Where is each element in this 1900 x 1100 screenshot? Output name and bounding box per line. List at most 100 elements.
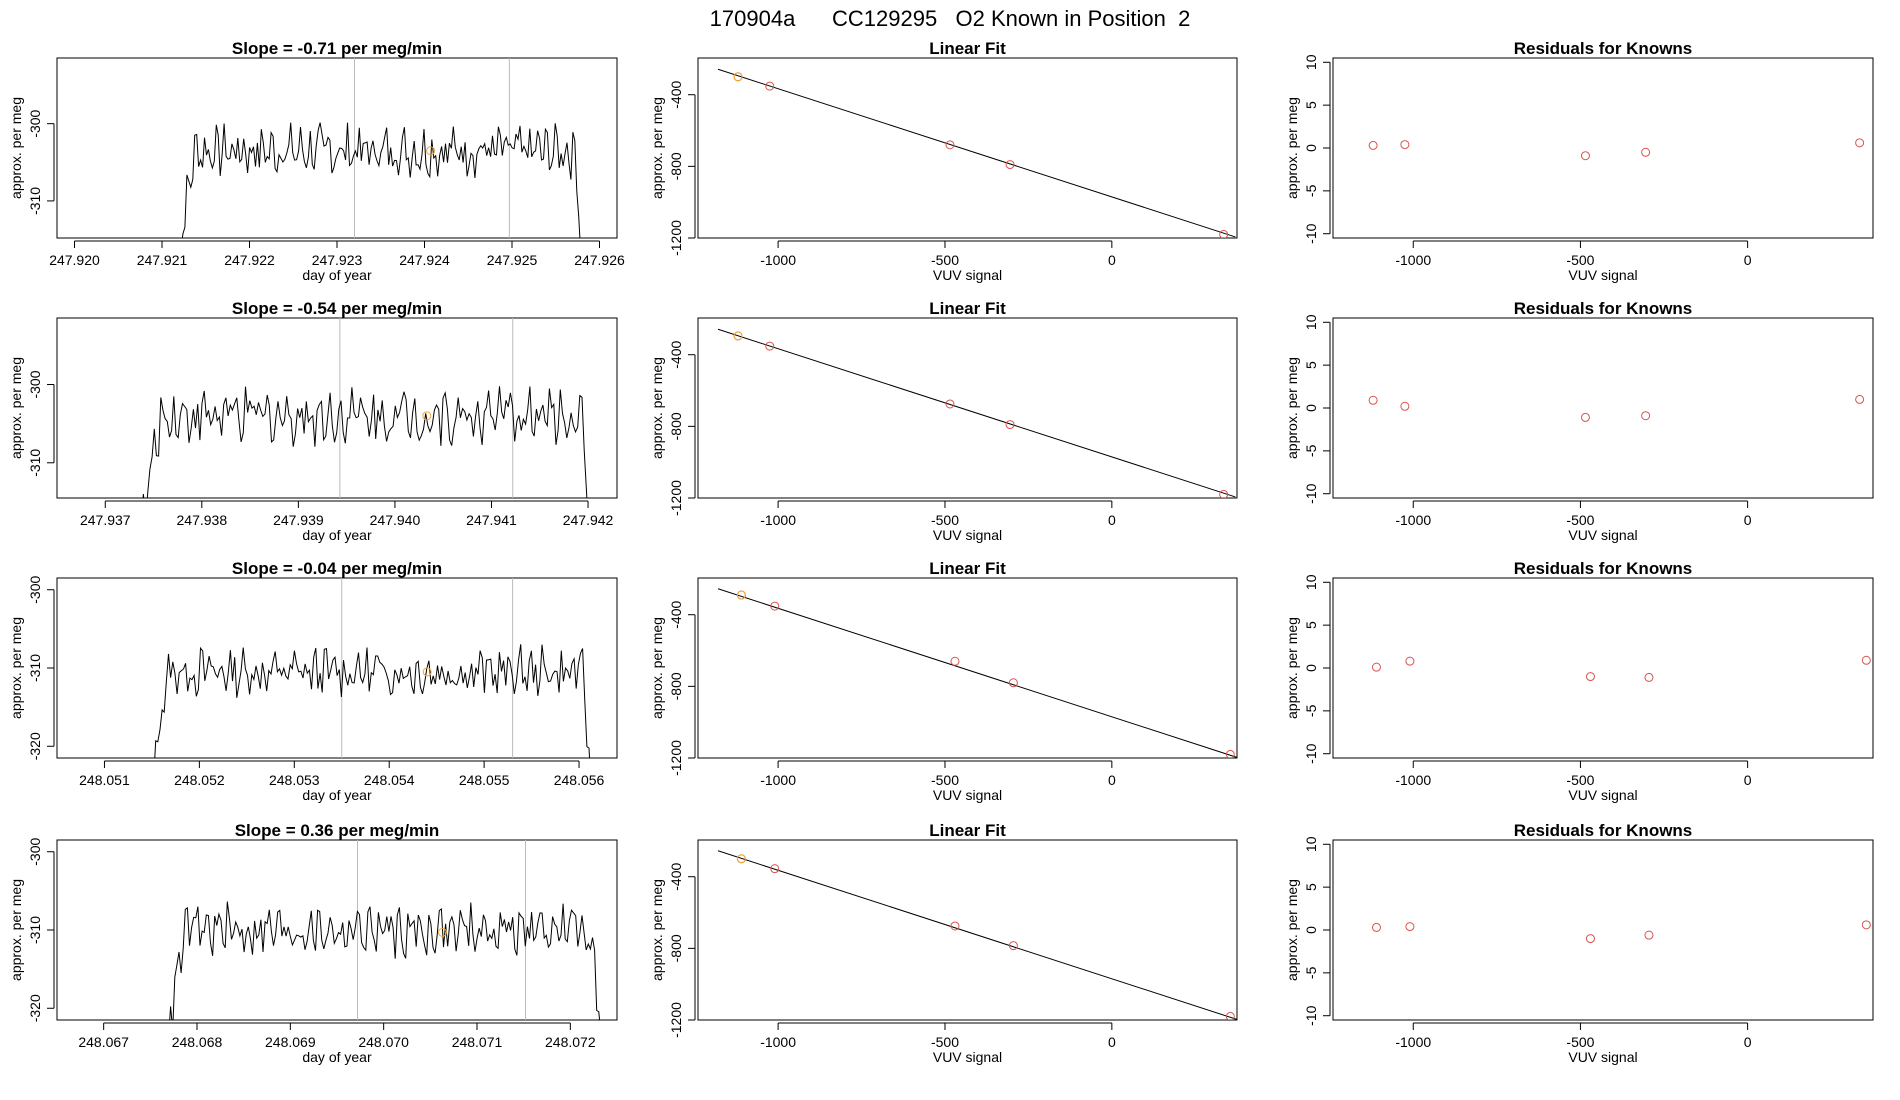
panel-4-1: Slope = 0.36 per meg/min 248.067 248.068 24… xyxy=(8,821,618,1065)
panel-title: Slope = -0.04 per meg/min xyxy=(232,559,442,578)
x-tick-label: 248.072 xyxy=(545,1034,596,1050)
data-point xyxy=(1580,412,1590,422)
data-point xyxy=(950,656,960,666)
plot-frame xyxy=(56,577,618,759)
plot-frame xyxy=(697,317,1238,499)
x-tick-label: 248.054 xyxy=(364,772,415,788)
x-tick-label: -500 xyxy=(1566,512,1594,528)
y-tick-label: 5 xyxy=(1303,621,1319,629)
y-axis-label: approx. per meg xyxy=(1284,617,1300,719)
y-tick-label: -320 xyxy=(27,732,43,760)
panel-2-1: Slope = -0.54 per meg/min 247.937 247.938 2… xyxy=(8,299,618,543)
y-tick-label: 0 xyxy=(1303,144,1319,152)
y-tick-label: -5 xyxy=(1303,704,1319,717)
plot-area xyxy=(717,588,1237,758)
y-tick-label: 0 xyxy=(1303,404,1319,412)
y-axis-label: approx. per meg xyxy=(8,879,24,981)
y-axis-label: approx. per meg xyxy=(8,97,24,199)
data-point xyxy=(945,140,955,150)
data-point xyxy=(1368,395,1378,405)
x-tick-label: 247.942 xyxy=(563,512,614,528)
panel-3-3: Residuals for Knowns -1000 -500 0 VUV signal… xyxy=(1284,559,1874,803)
x-tick-label: 247.939 xyxy=(273,512,324,528)
plot-frame xyxy=(56,317,618,499)
x-tick-label: 247.937 xyxy=(80,512,131,528)
y-axis-label: approx. per meg xyxy=(1284,879,1300,981)
plot-area xyxy=(154,578,591,758)
y-axis-label: approx. per meg xyxy=(8,357,24,459)
y-tick-label: -800 xyxy=(668,152,684,180)
x-tick-label: 247.926 xyxy=(574,252,625,268)
x-tick-label: 247.921 xyxy=(137,252,188,268)
plot-frame xyxy=(1332,577,1874,759)
highlight-point xyxy=(736,854,746,864)
x-tick-label: 0 xyxy=(1744,512,1752,528)
x-tick-label: 248.071 xyxy=(452,1034,503,1050)
x-tick-label: -500 xyxy=(931,772,959,788)
plot-area xyxy=(1368,394,1865,422)
data-point xyxy=(1861,655,1871,665)
y-tick-label: 10 xyxy=(1303,54,1319,70)
y-tick-label: 5 xyxy=(1303,101,1319,109)
plot-frame xyxy=(1332,317,1874,499)
x-tick-label: -1000 xyxy=(760,1034,796,1050)
x-tick-label: -500 xyxy=(1566,252,1594,268)
x-axis-label: VUV signal xyxy=(933,527,1002,543)
x-tick-label: 248.067 xyxy=(78,1034,129,1050)
panel-title: Linear Fit xyxy=(929,821,1006,840)
y-tick-label: -10 xyxy=(1303,223,1319,243)
y-axis-label: approx. per meg xyxy=(649,617,665,719)
panel-2-2: Linear Fit -1000 -500 0 VUV signal -400 -800 -1… xyxy=(649,299,1238,543)
data-point xyxy=(1585,934,1595,944)
fit-line xyxy=(717,588,1237,758)
data-point xyxy=(1400,401,1410,411)
x-tick-label: 248.053 xyxy=(269,772,320,788)
y-axis-label: approx. per meg xyxy=(649,357,665,459)
data-point xyxy=(1641,411,1651,421)
highlight-point xyxy=(422,411,432,421)
plot-frame xyxy=(697,577,1238,759)
signal-trace xyxy=(154,644,591,758)
x-axis-label: VUV signal xyxy=(1568,1049,1637,1065)
plot-frame xyxy=(56,57,618,239)
y-tick-label: -1200 xyxy=(668,1002,684,1038)
x-tick-label: -1000 xyxy=(1395,1034,1431,1050)
fit-line xyxy=(717,68,1236,238)
panel-title: Linear Fit xyxy=(929,559,1006,578)
panel-3-1: Slope = -0.04 per meg/min 248.051 248.052 2… xyxy=(8,559,618,803)
x-tick-label: 0 xyxy=(1744,772,1752,788)
x-tick-label: -1000 xyxy=(1395,252,1431,268)
plot-area xyxy=(1371,655,1871,682)
panel-title: Residuals for Knowns xyxy=(1514,559,1693,578)
x-tick-label: 247.920 xyxy=(49,252,100,268)
x-tick-label: -500 xyxy=(931,252,959,268)
data-point xyxy=(1405,922,1415,932)
x-tick-label: 0 xyxy=(1108,512,1116,528)
data-point xyxy=(1861,920,1871,930)
y-tick-label: -320 xyxy=(27,994,43,1022)
panel-4-2: Linear Fit -1000 -500 0 VUV signal -400 -800 -1… xyxy=(649,821,1238,1065)
data-point xyxy=(1855,138,1865,148)
data-point xyxy=(1225,749,1235,758)
y-tick-label: -10 xyxy=(1303,743,1319,763)
panel-2-3: Residuals for Knowns -1000 -500 0 VUV signal… xyxy=(1284,299,1874,543)
panel-title: Slope = -0.54 per meg/min xyxy=(232,299,442,318)
x-tick-label: 248.052 xyxy=(174,772,225,788)
data-point xyxy=(1405,656,1415,666)
data-point xyxy=(1368,140,1378,150)
signal-trace xyxy=(142,386,588,498)
panel-1-3: Residuals for Knowns -1000 -500 0 VUV signal… xyxy=(1284,39,1874,283)
y-tick-label: -10 xyxy=(1303,483,1319,503)
x-axis-label: VUV signal xyxy=(1568,527,1637,543)
x-tick-label: 247.940 xyxy=(370,512,421,528)
x-axis-label: day of year xyxy=(302,787,372,803)
panel-3-2: Linear Fit -1000 -500 0 VUV signal -400 -800 -1… xyxy=(649,559,1238,803)
plot-area xyxy=(169,840,601,1020)
data-point xyxy=(765,341,775,351)
data-point xyxy=(770,601,780,611)
y-tick-label: -300 xyxy=(27,838,43,866)
y-tick-label: -5 xyxy=(1303,966,1319,979)
x-axis-label: day of year xyxy=(302,527,372,543)
plot-frame xyxy=(1332,839,1874,1021)
data-point xyxy=(1641,147,1651,157)
